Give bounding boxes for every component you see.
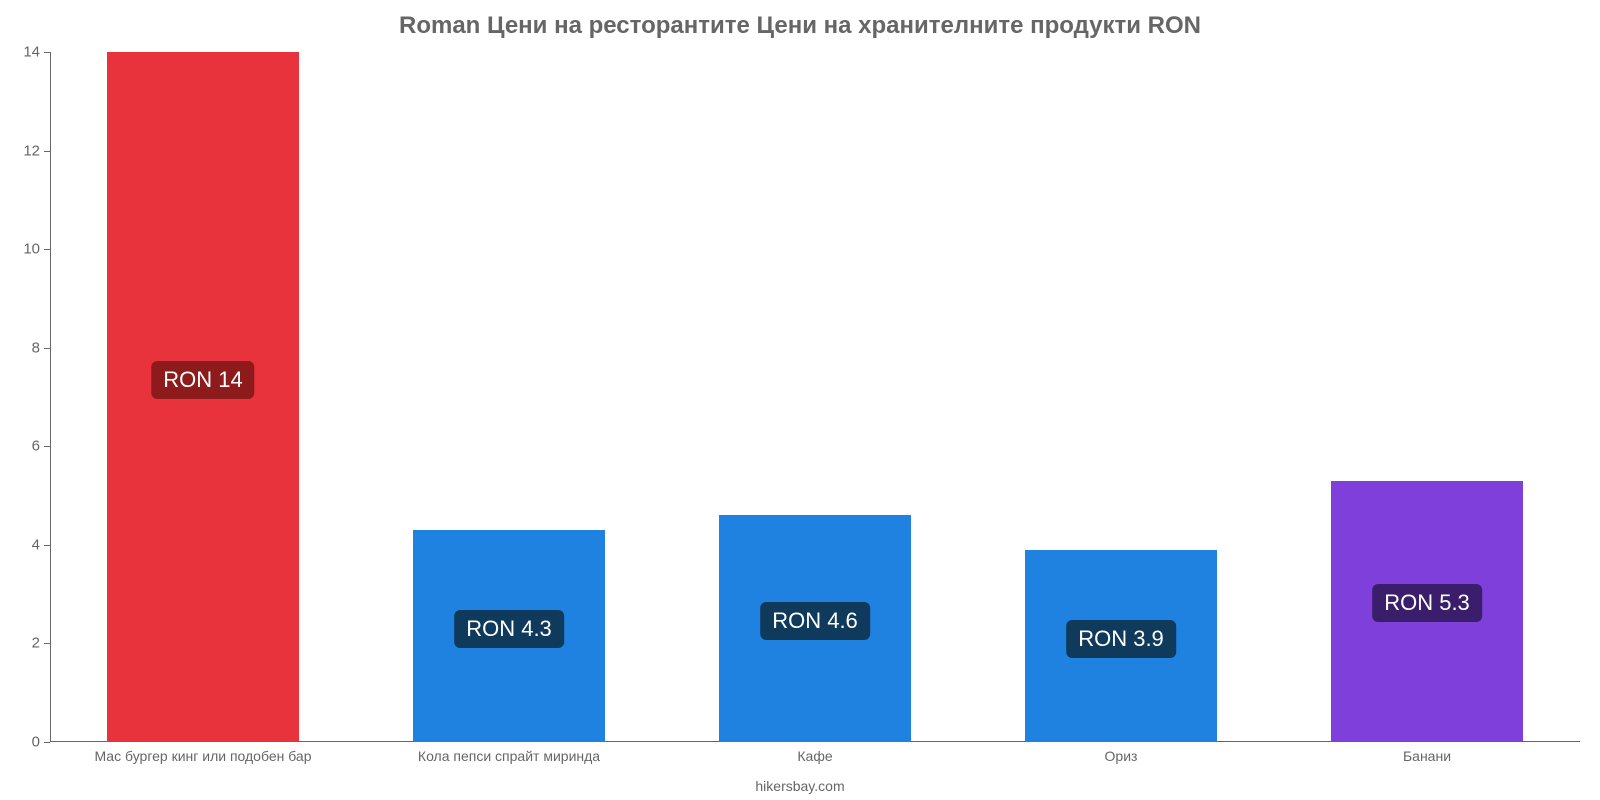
y-tick-label: 10 xyxy=(23,241,40,258)
bar-value-label: RON 4.6 xyxy=(760,602,870,640)
chart-footer: hikersbay.com xyxy=(0,778,1600,794)
x-category-label: Мас бургер кинг или подобен бар xyxy=(94,748,311,764)
y-tick-mark xyxy=(44,151,50,152)
y-tick-label: 14 xyxy=(23,44,40,61)
x-category-label: Банани xyxy=(1403,748,1451,764)
chart-title: Roman Цени на ресторантите Цени на храни… xyxy=(0,12,1600,40)
bar-value-label: RON 5.3 xyxy=(1372,584,1482,622)
price-bar-chart: Roman Цени на ресторантите Цени на храни… xyxy=(0,0,1600,800)
y-tick-label: 2 xyxy=(32,635,40,652)
plot-area: 02468101214RON 14Мас бургер кинг или под… xyxy=(50,52,1580,742)
y-tick-label: 8 xyxy=(32,339,40,356)
x-category-label: Ориз xyxy=(1105,748,1138,764)
y-tick-mark xyxy=(44,446,50,447)
y-tick-label: 0 xyxy=(32,734,40,751)
x-category-label: Кола пепси спрайт миринда xyxy=(418,748,600,764)
bar-value-label: RON 4.3 xyxy=(454,610,564,648)
x-category-label: Кафе xyxy=(797,748,832,764)
y-tick-mark xyxy=(44,545,50,546)
y-tick-mark xyxy=(44,643,50,644)
y-tick-label: 6 xyxy=(32,438,40,455)
y-tick-mark xyxy=(44,348,50,349)
y-tick-mark xyxy=(44,52,50,53)
y-tick-label: 12 xyxy=(23,142,40,159)
y-tick-label: 4 xyxy=(32,536,40,553)
y-axis-line xyxy=(50,52,51,742)
y-tick-mark xyxy=(44,249,50,250)
y-tick-mark xyxy=(44,742,50,743)
bar-value-label: RON 3.9 xyxy=(1066,620,1176,658)
bar-value-label: RON 14 xyxy=(151,361,254,399)
